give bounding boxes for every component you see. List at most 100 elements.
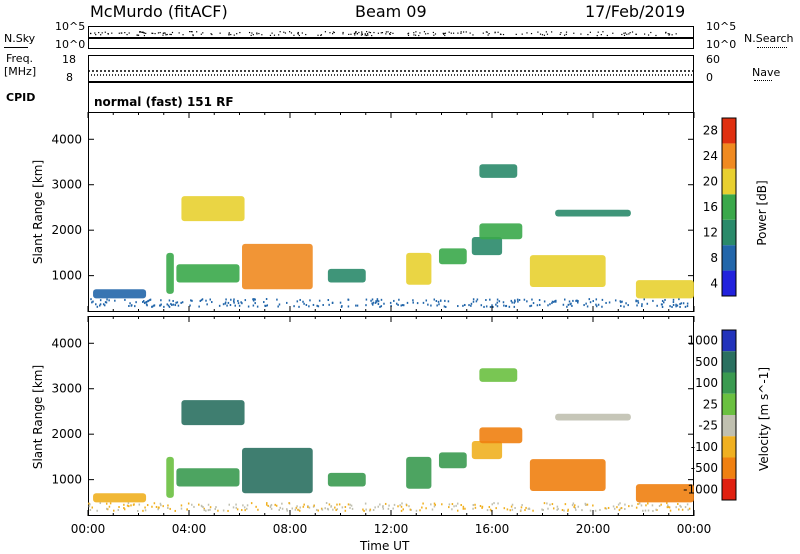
ground-scatter-mark bbox=[460, 504, 462, 507]
power-colorbar-tick-label: 12 bbox=[703, 225, 718, 239]
velocity-colorbar-segment bbox=[722, 478, 736, 500]
ground-scatter-mark bbox=[542, 508, 544, 511]
noise-search-dot bbox=[163, 32, 165, 34]
ground-scatter-mark bbox=[247, 305, 250, 308]
noise-search-dot bbox=[442, 32, 444, 34]
noise-search-dot bbox=[371, 34, 373, 37]
ground-scatter-mark bbox=[226, 304, 228, 307]
velocity-ytick-label: 3000 bbox=[51, 382, 82, 396]
velocity-echo-region-6 bbox=[406, 456, 432, 489]
ground-scatter-mark bbox=[318, 299, 321, 302]
ground-scatter-mark bbox=[643, 298, 645, 301]
noise-search-dot bbox=[366, 33, 369, 35]
ground-scatter-mark bbox=[108, 505, 111, 508]
noise-search-dot bbox=[418, 34, 420, 37]
velocity-xtick-label: 12:00 bbox=[374, 522, 409, 536]
ground-scatter-mark bbox=[303, 503, 305, 506]
ground-scatter-mark bbox=[595, 305, 598, 308]
ground-scatter-mark bbox=[215, 506, 217, 509]
ground-scatter-mark bbox=[224, 302, 227, 305]
ground-scatter-mark bbox=[233, 298, 235, 301]
ground-scatter-mark bbox=[227, 509, 229, 512]
ground-scatter-mark bbox=[201, 505, 203, 508]
ground-scatter-mark bbox=[514, 507, 516, 510]
ground-scatter-mark bbox=[581, 509, 583, 512]
ground-scatter-mark bbox=[584, 502, 587, 505]
freq-label-line2: [MHz] bbox=[4, 65, 37, 78]
ground-scatter-mark bbox=[123, 507, 125, 510]
ground-scatter-mark bbox=[506, 508, 509, 511]
ground-scatter-mark bbox=[235, 506, 238, 509]
ground-scatter-mark bbox=[393, 503, 396, 506]
ground-scatter-mark bbox=[95, 303, 97, 306]
ground-scatter-mark bbox=[350, 504, 353, 507]
ground-scatter-mark bbox=[667, 504, 669, 507]
power-ytick-label: 1000 bbox=[51, 269, 82, 283]
ground-scatter-mark bbox=[547, 507, 549, 510]
cpid-panel bbox=[88, 82, 694, 112]
noise-search-dot bbox=[381, 32, 384, 34]
ground-scatter-mark bbox=[382, 507, 385, 510]
noise-search-dot bbox=[364, 33, 366, 35]
ground-scatter-mark bbox=[422, 301, 425, 304]
noise-search-dot bbox=[317, 34, 319, 36]
ground-scatter-mark bbox=[409, 508, 412, 511]
ground-scatter-mark bbox=[96, 305, 99, 308]
ground-scatter-mark bbox=[621, 300, 623, 303]
power-colorbar-segment bbox=[722, 219, 736, 246]
ground-scatter-mark bbox=[497, 502, 499, 505]
ground-scatter-mark bbox=[202, 506, 204, 509]
noise-search-dot bbox=[360, 34, 363, 36]
ground-scatter-mark bbox=[470, 302, 473, 305]
ground-scatter-mark bbox=[118, 506, 120, 509]
noise-search-dot bbox=[298, 34, 300, 37]
ground-scatter-mark bbox=[142, 300, 144, 303]
ground-scatter-mark bbox=[614, 299, 617, 302]
noise-search-dot bbox=[324, 31, 327, 33]
ground-scatter-mark bbox=[382, 505, 384, 508]
ground-scatter-mark bbox=[451, 503, 454, 506]
noise-search-dot bbox=[665, 32, 667, 34]
ground-scatter-mark bbox=[369, 508, 372, 511]
noise-search-dot bbox=[141, 31, 143, 33]
ground-scatter-mark bbox=[656, 304, 658, 307]
ground-scatter-mark bbox=[631, 504, 633, 507]
ground-scatter-mark bbox=[434, 503, 436, 506]
ground-scatter-mark bbox=[390, 304, 392, 307]
date-title: 17/Feb/2019 bbox=[585, 2, 686, 21]
noise-search-dot bbox=[606, 34, 608, 37]
noise-search-dot bbox=[671, 34, 673, 36]
ground-scatter-mark bbox=[117, 508, 120, 511]
ground-scatter-mark bbox=[642, 509, 644, 512]
power-echo-region-10 bbox=[479, 164, 518, 178]
ground-scatter-mark bbox=[376, 298, 379, 301]
noise-search-dot bbox=[269, 34, 272, 36]
ground-scatter-mark bbox=[498, 300, 501, 303]
ground-scatter-mark bbox=[472, 507, 474, 510]
velocity-ytick-label: 4000 bbox=[51, 336, 82, 350]
ground-scatter-mark bbox=[406, 301, 409, 304]
noise-search-dot bbox=[487, 34, 489, 36]
noise-search-dot bbox=[631, 31, 634, 33]
ground-scatter-mark bbox=[481, 505, 484, 508]
ground-scatter-mark bbox=[341, 506, 344, 509]
ground-scatter-mark bbox=[410, 508, 412, 511]
ground-scatter-mark bbox=[157, 508, 159, 511]
ground-scatter-mark bbox=[265, 298, 268, 301]
ground-scatter-mark bbox=[605, 507, 608, 510]
noise-search-dot bbox=[332, 31, 335, 33]
ground-scatter-mark bbox=[551, 300, 554, 303]
velocity-colorbar-segment bbox=[722, 436, 736, 458]
ground-scatter-mark bbox=[652, 509, 654, 512]
ground-scatter-mark bbox=[607, 506, 610, 509]
velocity-echo-region-13 bbox=[635, 484, 694, 503]
velocity-colorbar-segment bbox=[722, 330, 736, 352]
ground-scatter-mark bbox=[400, 509, 403, 512]
ground-scatter-mark bbox=[637, 299, 639, 302]
ground-scatter-mark bbox=[462, 505, 465, 508]
ground-scatter-mark bbox=[679, 504, 681, 507]
noise-search-dot bbox=[526, 32, 528, 34]
ground-scatter-mark bbox=[641, 303, 643, 306]
velocity-colorbar-segment bbox=[722, 372, 736, 394]
ground-scatter-mark bbox=[566, 305, 568, 308]
